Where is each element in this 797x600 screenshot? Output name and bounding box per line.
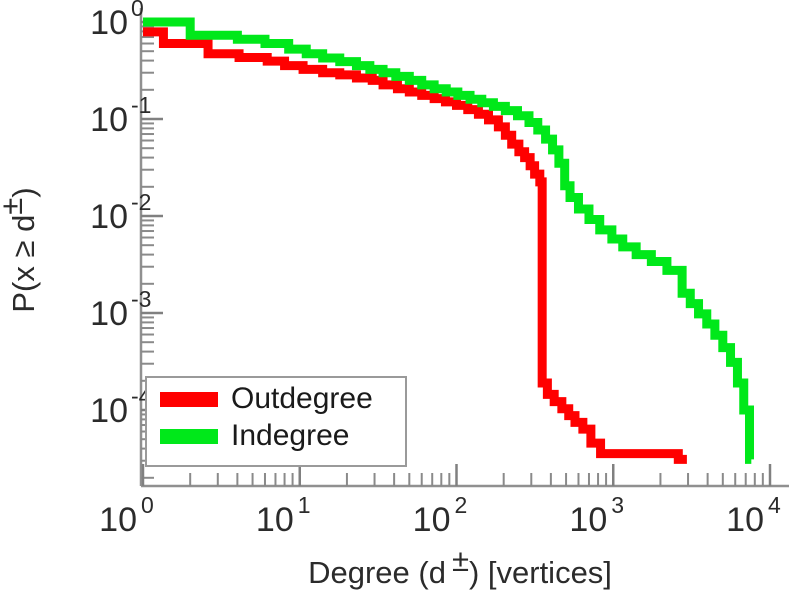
y-tick-label-group: 10 -2 xyxy=(90,189,151,236)
legend-label-indegree: Indegree xyxy=(231,419,349,452)
x-tick-mantissa: 10 xyxy=(256,501,294,539)
svg-text:P(x ≥ d±): P(x ≥ d±) xyxy=(0,187,41,312)
y-tick-mantissa: 10 xyxy=(90,198,128,236)
x-tick-mantissa: 10 xyxy=(99,501,137,539)
y-tick-exponent: -1 xyxy=(131,92,151,118)
y-axis-title: P(x ≥ d±) xyxy=(0,187,41,312)
y-tick-mantissa: 10 xyxy=(90,101,128,139)
y-axis-title-base: P(x ≥ d xyxy=(6,215,41,313)
y-tick-label-group: 10 0 xyxy=(90,0,144,42)
x-tick-exponent: 0 xyxy=(141,492,154,518)
y-tick-label-group: 10 -3 xyxy=(90,286,151,333)
x-tick-exponent: 4 xyxy=(768,492,781,518)
y-axis-title-superscript: ± xyxy=(0,198,29,215)
y-tick-exponent: 0 xyxy=(131,0,144,21)
y-tick-mantissa: 10 xyxy=(90,392,128,430)
x-axis-ticks xyxy=(141,464,772,486)
y-axis-title-tail: ) xyxy=(6,187,41,197)
x-axis-title-tail: ) [vertices] xyxy=(469,555,612,590)
legend-item-outdegree[interactable]: Outdegree xyxy=(160,382,373,415)
x-tick-exponent: 1 xyxy=(298,492,311,518)
legend-label-outdegree: Outdegree xyxy=(231,382,373,415)
legend-swatch-indegree xyxy=(160,429,218,444)
data-series-layer xyxy=(143,17,754,464)
x-tick-label-group: 10 1 xyxy=(256,492,311,539)
x-axis-title-superscript: ± xyxy=(452,543,469,578)
x-tick-label-group: 10 4 xyxy=(726,492,781,539)
y-tick-mantissa: 10 xyxy=(90,295,128,333)
y-tick-exponent: -3 xyxy=(131,286,151,312)
x-axis-title-base: Degree (d xyxy=(308,555,446,590)
series-line-indegree xyxy=(143,17,754,464)
y-tick-exponent: -2 xyxy=(131,189,151,215)
x-tick-mantissa: 10 xyxy=(413,501,451,539)
series-line-outdegree xyxy=(143,27,687,464)
x-axis-tick-labels: 10 0 10 1 10 2 10 3 10 4 xyxy=(99,492,781,539)
legend-box xyxy=(145,376,407,467)
legend-item-indegree[interactable]: Indegree xyxy=(160,419,349,452)
svg-text:Degree (d±) [vertices]: Degree (d ±) [vertices] xyxy=(308,543,612,590)
x-tick-label-group: 10 0 xyxy=(99,492,154,539)
x-tick-mantissa: 10 xyxy=(726,501,764,539)
y-tick-label-group: 10 -1 xyxy=(90,92,151,139)
x-tick-label-group: 10 3 xyxy=(569,492,624,539)
y-tick-mantissa: 10 xyxy=(90,4,128,42)
x-tick-label-group: 10 2 xyxy=(413,492,468,539)
x-axis-title: Degree (d ±) [vertices] xyxy=(308,543,612,590)
axis-lines xyxy=(139,8,789,488)
legend-swatch-outdegree xyxy=(160,392,218,407)
legend[interactable]: Outdegree Indegree xyxy=(145,376,407,467)
x-tick-exponent: 3 xyxy=(611,492,624,518)
x-tick-mantissa: 10 xyxy=(569,501,607,539)
x-tick-exponent: 2 xyxy=(455,492,468,518)
